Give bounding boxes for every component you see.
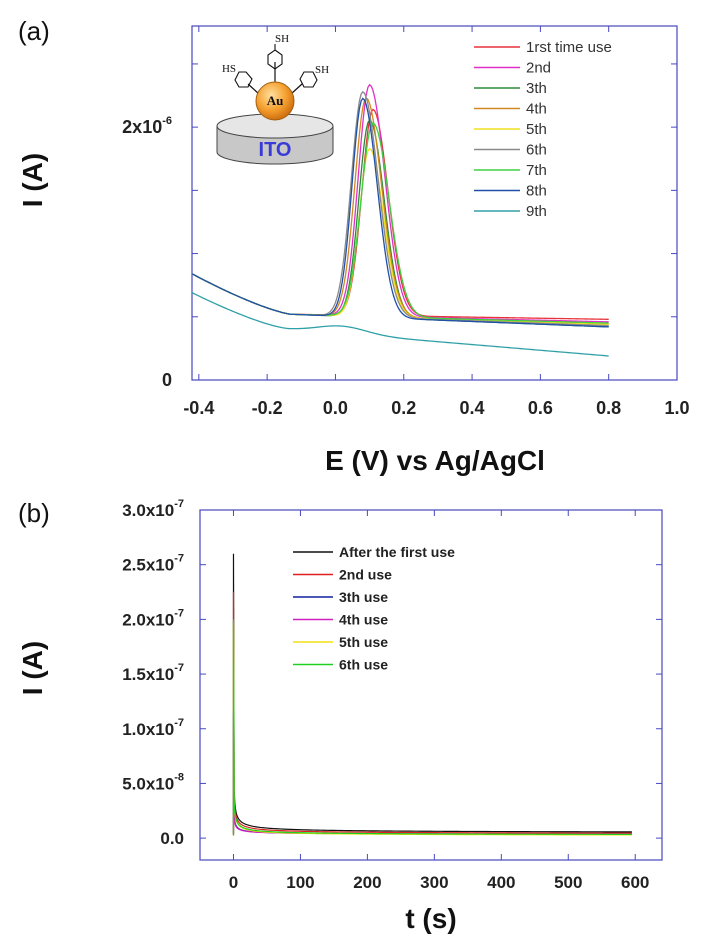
legend-label-a: 6th bbox=[526, 142, 547, 159]
legend-label-a: 5th bbox=[526, 121, 547, 138]
x-tick-label-a: -0.4 bbox=[183, 398, 214, 418]
legend-label-b: After the first use bbox=[339, 544, 455, 560]
y-tick-label-b: 2.0x10-7 bbox=[122, 607, 184, 629]
ligand-left-label: HS bbox=[222, 63, 236, 75]
series-line-a bbox=[191, 97, 609, 328]
x-tick-label-b: 100 bbox=[286, 873, 314, 892]
series-line-b bbox=[232, 619, 632, 836]
ligand-top-label: SH bbox=[275, 33, 289, 45]
legend-label-b: 5th use bbox=[339, 634, 388, 650]
series-line-b bbox=[232, 624, 632, 836]
ligand-right-ring bbox=[299, 71, 318, 88]
series-line-b bbox=[232, 592, 632, 835]
curves-b bbox=[232, 553, 632, 836]
panel-b: (b) 0 100 200 300 400 500 600 0.0 5.0x10-8 1.0x1… bbox=[17, 498, 663, 934]
legend-label-b: 2nd use bbox=[339, 567, 392, 583]
ligand-left-bond bbox=[247, 83, 260, 95]
x-tick-label-b: 300 bbox=[420, 873, 448, 892]
au-label: Au bbox=[267, 93, 284, 108]
x-tick-label-b: 500 bbox=[554, 873, 582, 892]
y-tick-label-b: 1.0x10-7 bbox=[122, 717, 184, 739]
au-nanoparticle bbox=[255, 81, 295, 121]
panel-a: (a) -0.4 -0.2 0.0 0.2 0.4 0.6 0.8 1.0 0 2x10-6 I… bbox=[17, 16, 690, 476]
legend-label-b: 3th use bbox=[339, 589, 388, 605]
series-line-a bbox=[191, 292, 609, 357]
panel-b-label: (b) bbox=[18, 498, 50, 528]
panel-a-label: (a) bbox=[18, 16, 50, 46]
x-tick-label-a: 0.2 bbox=[391, 398, 416, 418]
legend-label-a: 7th bbox=[526, 162, 547, 179]
plot-b-frame bbox=[199, 509, 663, 861]
x-axis-b: 0 100 200 300 400 500 600 bbox=[229, 510, 649, 892]
x-axis-title-a: E (V) vs Ag/AgCl bbox=[325, 445, 545, 476]
x-tick-label-a: 0.8 bbox=[596, 398, 621, 418]
legend-label-a: 3th bbox=[526, 80, 547, 97]
ligand-right-bond bbox=[290, 83, 303, 95]
legend-a: 1rst time use 2nd 3th 4th 5th 6th 7th 8th 9th bbox=[474, 39, 612, 220]
legend-label-a: 8th bbox=[526, 183, 547, 200]
x-tick-label-b: 200 bbox=[353, 873, 381, 892]
x-tick-label-b: 0 bbox=[229, 873, 238, 892]
ligand-top-ring bbox=[267, 49, 283, 70]
y-tick-label-b: 1.5x10-7 bbox=[122, 662, 184, 684]
legend-label-a: 2nd bbox=[526, 60, 551, 77]
ligand-right-label: SH bbox=[315, 64, 329, 76]
x-tick-label-a: 0.6 bbox=[528, 398, 553, 418]
x-tick-label-a: 0.0 bbox=[323, 398, 348, 418]
y-tick-label-b: 3.0x10-7 bbox=[122, 498, 184, 520]
series-line-b bbox=[232, 728, 632, 835]
y-tick-label-b: 2.5x10-7 bbox=[122, 553, 184, 575]
ito-au-inset: ITO SH HS SH Au bbox=[216, 33, 334, 165]
legend-label-a: 4th bbox=[526, 101, 547, 118]
legend-label-a: 9th bbox=[526, 203, 547, 220]
y-axis-b: 0.0 5.0x10-8 1.0x10-7 1.5x10-7 2.0x10-7 2.5x1… bbox=[122, 498, 662, 848]
x-tick-label-b: 600 bbox=[621, 873, 649, 892]
y-tick-label-b: 5.0x10-8 bbox=[122, 771, 184, 793]
x-axis-a: -0.4 -0.2 0.0 0.2 0.4 0.6 0.8 1.0 bbox=[183, 26, 690, 418]
legend-b: After the first use 2nd use 3th use 4th use… bbox=[293, 544, 455, 673]
plot-a-frame bbox=[191, 25, 678, 381]
y-axis-title-a: I (A) bbox=[17, 153, 48, 207]
y-axis-title-b: I (A) bbox=[17, 641, 48, 695]
series-line-b bbox=[232, 553, 632, 834]
x-axis-title-b: t (s) bbox=[405, 903, 456, 934]
x-tick-label-a: 0.4 bbox=[460, 398, 485, 418]
x-tick-label-a: 1.0 bbox=[664, 398, 689, 418]
y-axis-a: 0 2x10-6 bbox=[122, 63, 677, 390]
series-line-b bbox=[232, 712, 632, 835]
legend-label-b: 6th use bbox=[339, 657, 388, 673]
y-tick-label-a: 0 bbox=[162, 370, 172, 390]
x-tick-label-a: -0.2 bbox=[252, 398, 283, 418]
legend-label-a: 1rst time use bbox=[526, 39, 612, 56]
legend-label-b: 4th use bbox=[339, 612, 388, 628]
curves-a bbox=[191, 83, 609, 357]
y-tick-label-a: 2x10-6 bbox=[122, 115, 172, 137]
y-tick-label-b: 0.0 bbox=[160, 829, 184, 848]
ligand-left-ring bbox=[234, 71, 253, 88]
x-tick-label-b: 400 bbox=[487, 873, 515, 892]
ito-label: ITO bbox=[259, 139, 292, 161]
